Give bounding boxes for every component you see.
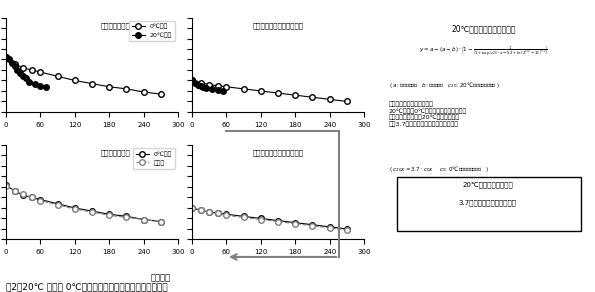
Text: $y = a - (a-b) \cdot \left[1 - \frac{1}{\left[1+\exp\left\{c_{20} \cdot x - 5.2 : $y = a - (a-b) \cdot \left[1 - \frac{1}{…: [419, 44, 549, 58]
Text: 図2　20℃ および 0℃（冷蔵）での貯蔵中の酸含量の変化: 図2 20℃ および 0℃（冷蔵）での貯蔵中の酸含量の変化: [6, 282, 168, 291]
Text: ジョナゴールド: ジョナゴールド: [101, 150, 130, 156]
Text: ( $c_{20}x = 3.7 \cdot c_0 x$    $c_0$: 0℃貯蔵の酸減少速度   ): ( $c_{20}x = 3.7 \cdot c_0 x$ $c_0$: 0℃貯…: [389, 164, 488, 174]
Text: 3.7倍引き延ばす（推定値）: 3.7倍引き延ばす（推定値）: [459, 199, 517, 206]
Text: 20℃貯蔵の貯蔵期間を: 20℃貯蔵の貯蔵期間を: [462, 182, 513, 188]
Text: 20℃貯蔵の酸含量の変化に: 20℃貯蔵の酸含量の変化に: [452, 24, 516, 33]
Text: の回帰曲線をあてはめる。
20℃貯蔵と0℃貯蔵の回帰式がもっとも
よく一致するのは、20℃貯蔵の貯蔵期
間を3.7倍に引き延ばした場合である。: の回帰曲線をあてはめる。 20℃貯蔵と0℃貯蔵の回帰式がもっとも よく一致するの…: [389, 102, 467, 127]
Legend: 0℃貯蔵, 20℃貯蔵: 0℃貯蔵, 20℃貯蔵: [129, 21, 175, 41]
Text: スターキング・デリシャス: スターキング・デリシャス: [252, 22, 303, 29]
Legend: 0℃貯蔵, 推定値: 0℃貯蔵, 推定値: [133, 148, 175, 169]
Text: ジョナゴールド: ジョナゴールド: [101, 22, 130, 29]
FancyBboxPatch shape: [397, 177, 581, 231]
Text: 貯蔵日数: 貯蔵日数: [151, 273, 171, 282]
Text: スターキング・デリシャス: スターキング・デリシャス: [252, 150, 303, 156]
Text: ( $a$: 収穫時酸含量   $b$: 最小酸含量   $c_{20}$: 20℃貯蔵の酸減少速度 ): ( $a$: 収穫時酸含量 $b$: 最小酸含量 $c_{20}$: 20℃貯蔵…: [389, 80, 500, 90]
